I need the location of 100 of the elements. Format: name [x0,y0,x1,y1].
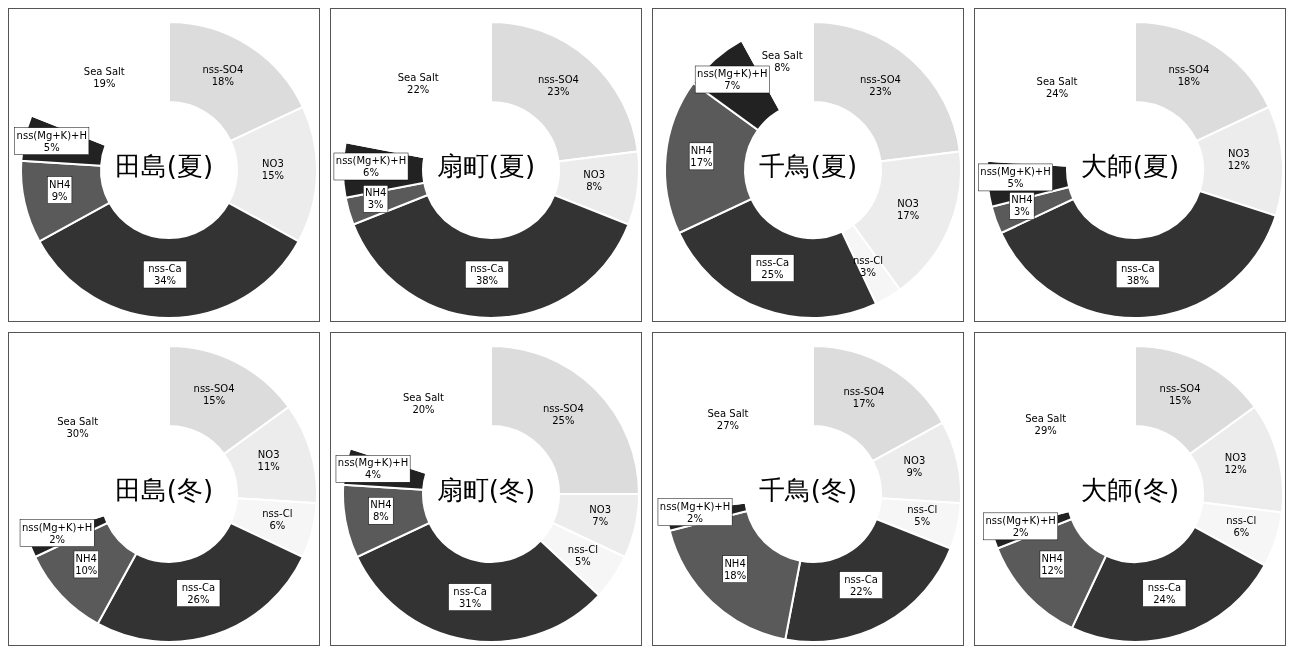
slice-label: nss(Mg+K)+H [697,67,768,79]
data-label: 12% [1227,160,1250,172]
text: 大師(冬) [1080,475,1180,505]
slice-label: NH4 [75,552,97,564]
slice-label: NO3 [1227,148,1250,160]
data-label: 18% [211,75,234,87]
slice-label: NH4 [1011,194,1033,206]
data-label: 22% [407,83,430,95]
slice-label: nss-Cl [1226,514,1257,526]
slice-label: Sea Salt [1025,412,1067,424]
data-label: 6% [269,519,286,531]
text: 大師(夏) [1080,151,1180,181]
slice-label: Sea Salt [397,71,439,83]
data-label: 26% [187,593,210,605]
data-label: 3% [1013,206,1030,218]
slice-label: Sea Salt [57,415,99,427]
data-label: 31% [458,597,482,609]
slice-label: nss-Ca [1147,581,1182,593]
data-label: 17% [897,209,920,221]
data-label: 10% [75,564,98,576]
data-label: 5% [575,556,591,568]
slice-label: nss(Mg+K)+H [21,521,93,533]
text: 扇町(冬) [436,475,536,505]
data-label: 4% [365,469,381,481]
slice-label: nss-Ca [844,573,878,585]
data-label: 5% [43,141,60,153]
slice-label: NH4 [690,144,713,156]
data-label: 2% [49,533,66,545]
slice-label: nss-SO4 [843,386,885,398]
data-label: 9% [906,467,923,479]
slice-label: nss-Ca [181,581,216,593]
data-label: 5% [1007,177,1024,189]
slice-label: Sea Salt [1036,76,1078,88]
slice-label: nss-SO4 [193,382,235,394]
slice-label: NO3 [903,455,926,467]
slice-label: NO3 [589,504,612,516]
data-label: 2% [1012,526,1029,538]
slice-label: NH4 [364,187,387,199]
data-label: 23% [547,85,570,97]
slice-label: NH4 [724,557,746,569]
data-label: 27% [716,419,740,431]
slice-label: Sea Salt [761,50,803,62]
slice-label: NO3 [1224,452,1247,464]
data-label: 18% [723,569,747,581]
data-label: 15% [1168,394,1192,406]
slice-label: NH4 [370,499,392,511]
slice-label: Sea Salt [707,407,749,419]
slice-label: nss-Ca [755,256,790,268]
data-label: 6% [363,167,379,178]
data-label: 17% [690,156,713,168]
slice-label: nss(Mg+K)+H [335,155,407,166]
slice-label: NO3 [583,168,606,180]
data-label: 24% [1153,593,1176,605]
slice-label: NH4 [48,178,71,190]
slice-label: nss-Ca [470,263,504,274]
slice-label: nss(Mg+K)+H [985,514,1056,526]
data-label: 3% [367,199,384,211]
slice-label: nss-Ca [1121,262,1155,274]
data-label: 18% [1177,75,1200,87]
data-label: 2% [687,512,703,524]
text: 扇町(夏) [436,151,536,181]
data-label: 38% [475,275,499,286]
data-label: 6% [1233,526,1250,538]
data-label: 8% [372,511,389,523]
data-label: 8% [586,180,603,192]
slice-label: nss-SO4 [859,73,901,85]
slice-label: nss-SO4 [1159,382,1201,394]
slice-label: nss-Cl [852,254,884,266]
slice-label: Sea Salt [83,65,125,77]
data-label: 29% [1034,424,1057,436]
data-label: 20% [412,403,435,415]
slice-label: NO3 [262,158,284,170]
data-label: 11% [257,460,280,472]
slice-label: nss(Mg+K)+H [16,129,87,141]
data-label: 25% [761,268,784,280]
data-label: 19% [93,77,116,89]
data-label: 3% [860,266,876,278]
data-label: 17% [852,398,876,410]
text: 田島(冬) [114,475,214,505]
slice-label: Sea Salt [403,391,445,403]
data-label: 15% [202,394,226,406]
data-label: 5% [914,516,931,528]
slice-label: nss(Mg+K)+H [337,457,409,469]
data-label: 38% [1126,274,1149,286]
text: 千鳥(夏) [758,151,858,181]
data-label: 25% [552,414,575,426]
data-label: 12% [1041,564,1064,576]
slice-label: nss-Cl [262,507,293,519]
slice-label: NO3 [897,197,919,209]
slice-label: nss-SO4 [202,63,244,75]
data-label: 34% [153,275,177,286]
slice-label: nss-Cl [567,544,599,556]
data-label: 23% [869,85,892,97]
slice-label: nss-Ca [148,263,182,274]
slice-label: nss-SO4 [537,73,579,85]
slice-label: NO3 [257,448,280,460]
data-label: 22% [849,585,873,597]
data-label: 9% [51,190,68,202]
slice-label: nss-SO4 [542,402,584,414]
data-label: 12% [1224,464,1247,476]
